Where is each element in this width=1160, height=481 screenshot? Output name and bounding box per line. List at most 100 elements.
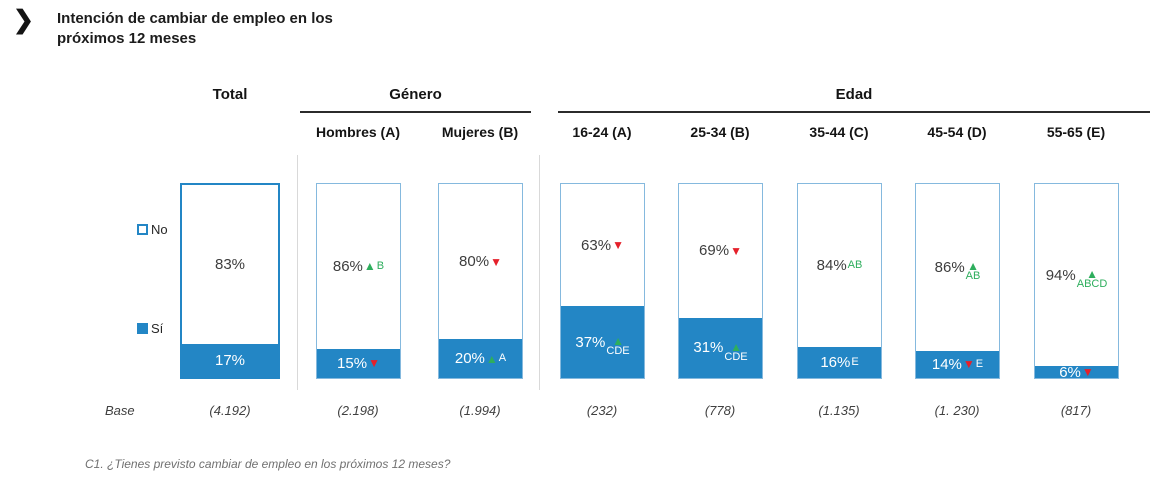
legend-swatch-no-icon (137, 224, 148, 235)
significance-stack: ▲ CDE (606, 335, 629, 357)
stacked-bar: 69% ▼ 31% ▲ CDE (678, 183, 763, 379)
column-header-25-34: 25-34 (B) (690, 124, 750, 140)
si-label: 20% ▲ A (455, 351, 506, 366)
significance-up-icon: ▲ (363, 259, 376, 274)
significance-up-icon: ▲ (1086, 267, 1098, 282)
si-label: 37% ▲ CDE (575, 331, 629, 357)
si-percent: 37% (575, 333, 606, 351)
segment-si: 14% ▼ E (916, 350, 999, 378)
no-label: 84% AB (817, 258, 863, 273)
si-percent: 17% (214, 352, 246, 370)
significance-letters: B (376, 259, 385, 272)
base-value-55-65: (817) (1060, 403, 1092, 418)
segment-si: 15% ▼ (317, 348, 400, 378)
column-header-45-54: 45-54 (D) (927, 124, 987, 140)
significance-stack: ▲ AB (966, 260, 981, 282)
si-label: 16% E (820, 355, 858, 370)
no-percent: 83% (214, 256, 246, 274)
segment-no: 86% ▲ AB (916, 184, 999, 351)
base-value-45-54: (1. 230) (934, 403, 980, 418)
significance-letters: ABCD (1076, 278, 1108, 291)
legend-swatch-si-icon (137, 323, 148, 334)
question-footnote: C1. ¿Tienes previsto cambiar de empleo e… (85, 457, 451, 471)
si-label: 14% ▼ E (932, 357, 983, 372)
segment-si: 16% E (798, 346, 881, 378)
no-label: 86% ▲ B (333, 259, 384, 274)
group-header-genero: Género (389, 86, 442, 103)
chevron-bullet-icon: ❯ (13, 6, 34, 34)
stacked-bar: 80% ▼ 20% ▲ A (438, 183, 523, 379)
column-header-hombres: Hombres (A) (315, 124, 400, 140)
no-percent: 63% (581, 236, 612, 254)
column-header-mujeres: Mujeres (B) (441, 124, 519, 140)
stacked-bar: 86% ▲ AB 14% ▼ E (915, 183, 1000, 379)
no-percent: 80% (459, 253, 490, 271)
genero-underline (300, 111, 531, 113)
base-value-25-34: (778) (704, 403, 736, 418)
no-label: 69% ▼ (699, 243, 742, 258)
no-label: 94% ▲ ABCD (1045, 264, 1108, 290)
segment-no: 83% (182, 185, 278, 344)
column-header-16-24: 16-24 (A) (572, 124, 632, 140)
significance-stack: ▲ CDE (724, 341, 747, 363)
significance-down-icon: ▼ (1081, 365, 1094, 380)
column-header-35-44: 35-44 (C) (809, 124, 869, 140)
stacked-bar: 94% ▲ ABCD 6% ▼ (1034, 183, 1119, 381)
significance-letters: AB (847, 258, 863, 271)
significance-down-icon: ▼ (730, 243, 742, 258)
base-value-35-44: (1.135) (818, 403, 860, 418)
bar-column-55-65: 94% ▲ ABCD 6% ▼ (1034, 183, 1119, 381)
base-value-hombres: (2.198) (337, 403, 379, 418)
no-percent: 69% (699, 242, 730, 260)
legend-item-si: Sí (137, 321, 163, 336)
si-label: 31% ▲ CDE (693, 337, 747, 362)
significance-letters: E (975, 357, 984, 370)
bar-column-35-44: 84% AB 16% E (797, 183, 882, 379)
si-percent: 15% (337, 354, 368, 372)
significance-up-icon: ▲ (730, 339, 742, 354)
legend-label-si: Sí (151, 321, 164, 336)
significance-stack: ▲ ABCD (1077, 268, 1108, 290)
base-value-mujeres: (1.994) (459, 403, 501, 418)
no-label: 80% ▼ (459, 254, 502, 269)
no-percent: 86% (332, 257, 363, 275)
stacked-bar: 63% ▼ 37% ▲ CDE (560, 183, 645, 379)
base-row-label: Base (105, 403, 135, 418)
stacked-bar: 84% AB 16% E (797, 183, 882, 379)
legend-label-no: No (151, 222, 168, 237)
segment-si: 37% ▲ CDE (561, 306, 644, 378)
no-label: 63% ▼ (581, 238, 624, 253)
significance-letters: E (851, 355, 859, 368)
segment-no: 94% ▲ ABCD (1035, 184, 1118, 366)
significance-up-icon: ▲ (967, 259, 979, 274)
segment-no: 69% ▼ (679, 184, 762, 318)
significance-down-icon: ▼ (368, 356, 380, 371)
group-header-edad: Edad (835, 86, 873, 103)
bar-column-45-54: 86% ▲ AB 14% ▼ E (915, 183, 1000, 379)
si-percent: 20% (454, 350, 485, 368)
stacked-bar: 83% 17% (180, 183, 280, 379)
si-percent: 6% (1059, 363, 1081, 381)
significance-down-icon: ▼ (962, 357, 975, 372)
separator-genero-edad (539, 155, 540, 390)
significance-up-icon: ▲ (485, 351, 498, 366)
significance-down-icon: ▼ (490, 254, 502, 269)
segment-si: 31% ▲ CDE (679, 317, 762, 378)
segment-si: 6% ▼ (1035, 363, 1118, 381)
bar-column-hombres: 86% ▲ B 15% ▼ (316, 183, 401, 379)
base-value-16-24: (232) (586, 403, 618, 418)
edad-underline (558, 111, 1150, 113)
legend-item-no: No (137, 222, 168, 237)
no-percent: 94% (1045, 266, 1076, 284)
si-label: 17% (215, 353, 245, 368)
no-percent: 84% (816, 256, 847, 274)
no-percent: 86% (934, 258, 965, 276)
no-label: 86% ▲ AB (934, 256, 981, 282)
significance-letters: AB (965, 270, 981, 283)
segment-no: 80% ▼ (439, 184, 522, 339)
column-header-55-65: 55-65 (E) (1046, 124, 1106, 140)
no-label: 83% (215, 257, 245, 272)
bar-column-mujeres: 80% ▼ 20% ▲ A (438, 183, 523, 379)
base-value-total: (4.192) (209, 403, 251, 418)
segment-si: 20% ▲ A (439, 339, 522, 378)
